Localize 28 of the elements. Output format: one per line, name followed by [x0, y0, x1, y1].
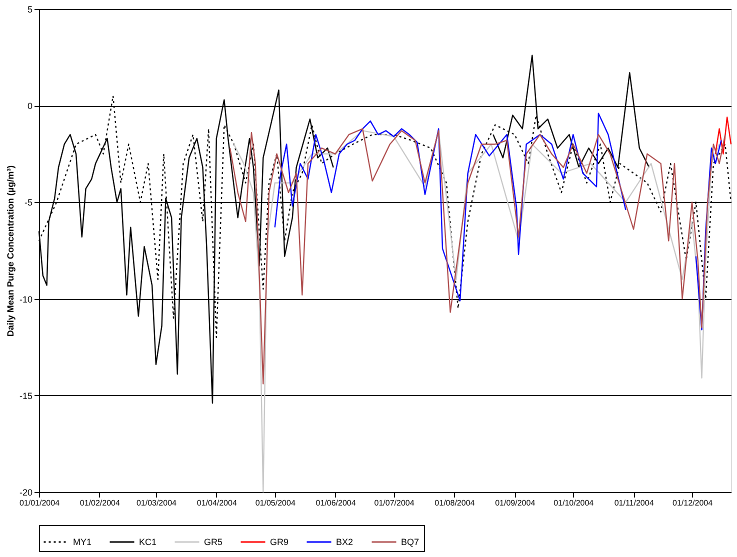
x-tick-label: 01/01/2004	[19, 498, 60, 508]
y-tick-label: 5	[27, 4, 32, 14]
legend-label: BX2	[336, 537, 354, 547]
x-tick-label: 01/11/2004	[614, 498, 654, 508]
x-tick-label: 01/03/2004	[136, 498, 178, 508]
x-tick-label: 01/06/2004	[316, 498, 356, 508]
y-tick-label: -10	[19, 294, 32, 304]
line-series	[714, 116, 732, 154]
line-series	[233, 130, 720, 493]
x-tick-label: 01/04/2004	[196, 498, 238, 508]
legend-label: MY1	[73, 537, 92, 547]
x-tick-label: 01/12/2004	[672, 498, 714, 508]
x-tick-label: 01/10/2004	[554, 498, 594, 508]
y-tick-label: -15	[19, 390, 32, 401]
y-tick-label: 0	[27, 101, 32, 112]
x-tick-label: 01/05/2004	[255, 498, 296, 508]
y-tick-label: -5	[24, 198, 32, 208]
x-tick-label: 01/09/2004	[495, 498, 536, 508]
x-tick-label: 01/02/2004	[80, 498, 120, 508]
legend-label: GR9	[270, 537, 289, 547]
y-axis-title: Daily Mean Purge Concentration (µg/m³)	[5, 165, 16, 337]
legend-label: KC1	[139, 537, 157, 547]
line-series	[229, 128, 726, 384]
legend-label: GR5	[204, 537, 223, 547]
x-tick-label: 01/08/2004	[434, 498, 476, 508]
y-tick-label: -20	[19, 488, 32, 498]
x-tick-label: 01/07/2004	[374, 498, 415, 508]
legend-label: BQ7	[401, 537, 420, 547]
